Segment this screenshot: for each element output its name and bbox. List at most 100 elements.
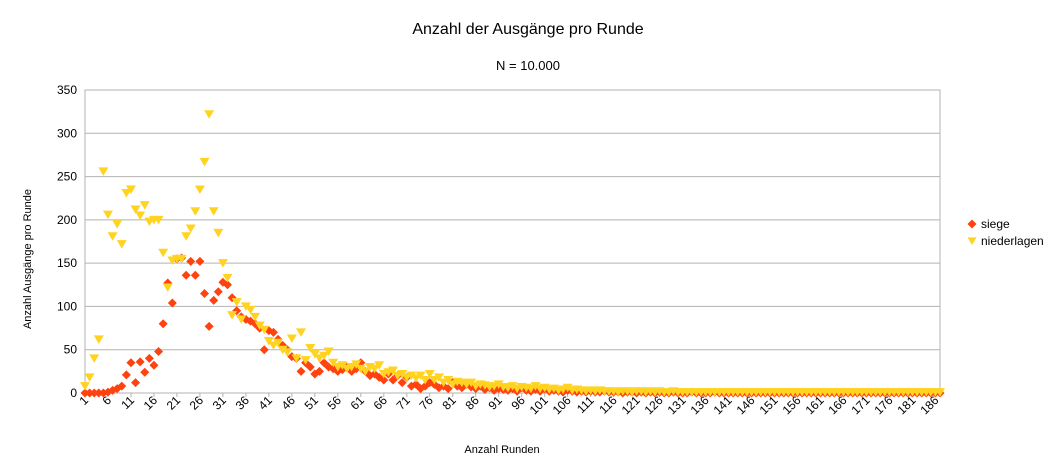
point-niederlagen (153, 215, 164, 225)
point-niederlagen (176, 254, 187, 264)
x-tick-label: 86 (463, 393, 483, 413)
grid (85, 89, 940, 394)
x-tick-label: 81 (440, 393, 460, 413)
point-siege (259, 345, 269, 355)
point-niederlagen (240, 302, 251, 311)
point-niederlagen (231, 298, 242, 307)
point-niederlagen (296, 328, 307, 337)
point-niederlagen (935, 388, 945, 397)
point-niederlagen (89, 354, 100, 363)
point-niederlagen (93, 335, 104, 344)
plot-border (84, 89, 941, 394)
point-siege (305, 362, 315, 372)
point-niederlagen (355, 364, 366, 374)
point-niederlagen (130, 205, 141, 214)
point-siege (186, 256, 196, 266)
chart-subtitle: N = 10.000 (496, 58, 560, 73)
point-siege (135, 357, 145, 367)
point-siege (85, 388, 95, 398)
point-niederlagen (351, 360, 362, 369)
point-siege (94, 388, 104, 398)
y-tick-label: 250 (57, 170, 77, 184)
point-siege (314, 366, 324, 376)
point-niederlagen (199, 157, 210, 167)
point-niederlagen (397, 369, 408, 379)
point-niederlagen (245, 305, 256, 315)
point-niederlagen (194, 185, 205, 195)
legend: siege niederlagen (967, 217, 1044, 248)
y-tick-label: 100 (57, 299, 77, 313)
x-tick-label: 56 (325, 393, 345, 413)
x-tick-label: 51 (302, 393, 322, 413)
x-tick-label: 76 (417, 393, 437, 413)
point-niederlagen (135, 211, 146, 221)
point-niederlagen (424, 369, 435, 379)
point-siege (89, 388, 99, 398)
point-niederlagen (493, 380, 504, 389)
point-siege (204, 321, 214, 331)
x-tick-label: 31 (210, 393, 230, 413)
point-siege (268, 327, 278, 337)
x-tick-label: 66 (371, 393, 391, 413)
x-tick-label: 46 (279, 393, 299, 413)
x-tick-label: 136 (688, 393, 712, 417)
point-niederlagen (116, 240, 127, 249)
point-niederlagen (328, 358, 339, 368)
point-niederlagen (263, 337, 274, 346)
point-niederlagen (98, 167, 109, 176)
point-niederlagen (309, 350, 320, 359)
point-niederlagen (80, 382, 90, 391)
point-siege (126, 358, 136, 368)
point-niederlagen (259, 325, 270, 335)
point-niederlagen (84, 373, 95, 382)
legend-marker-siege (967, 219, 977, 229)
point-siege (190, 270, 200, 280)
point-niederlagen (277, 345, 288, 355)
point-niederlagen (433, 373, 444, 382)
series-niederlagen (80, 110, 945, 397)
point-niederlagen (282, 348, 293, 357)
point-niederlagen (121, 189, 132, 198)
point-niederlagen (369, 364, 380, 374)
point-siege (195, 256, 205, 266)
point-niederlagen (112, 220, 123, 229)
point-siege (149, 360, 159, 370)
point-siege (379, 375, 389, 385)
point-niederlagen (562, 383, 573, 393)
legend-label-siege: siege (981, 217, 1010, 231)
point-niederlagen (250, 312, 261, 322)
x-tick-label: 96 (508, 393, 528, 413)
point-siege (397, 378, 407, 388)
point-niederlagen (227, 311, 238, 320)
point-niederlagen (466, 378, 477, 388)
point-niederlagen (507, 382, 518, 391)
point-niederlagen (204, 110, 215, 119)
point-niederlagen (158, 248, 169, 258)
point-niederlagen (162, 283, 173, 292)
point-niederlagen (291, 354, 302, 363)
x-tick-label: 71 (394, 393, 414, 413)
point-siege (200, 288, 210, 298)
y-tick-label: 300 (57, 126, 77, 140)
point-niederlagen (374, 361, 385, 370)
y-tick-label: 200 (57, 213, 77, 227)
point-niederlagen (387, 366, 398, 375)
point-siege (131, 378, 141, 388)
point-siege (296, 366, 306, 376)
x-tick-label: 36 (233, 393, 253, 413)
x-tick-label: 21 (164, 393, 184, 413)
point-siege (80, 388, 90, 398)
point-niederlagen (360, 367, 371, 376)
x-axis-label: Anzahl Runden (464, 444, 539, 456)
x-tick-label: 61 (348, 393, 368, 413)
point-siege (443, 384, 453, 394)
point-siege (250, 319, 260, 329)
point-niederlagen (323, 347, 334, 356)
x-tick-label: 106 (550, 393, 574, 417)
point-niederlagen (213, 228, 224, 238)
legend-marker-niederlagen (967, 237, 977, 246)
point-niederlagen (208, 207, 219, 216)
point-niederlagen (181, 232, 192, 241)
y-tick-label: 150 (57, 256, 77, 270)
